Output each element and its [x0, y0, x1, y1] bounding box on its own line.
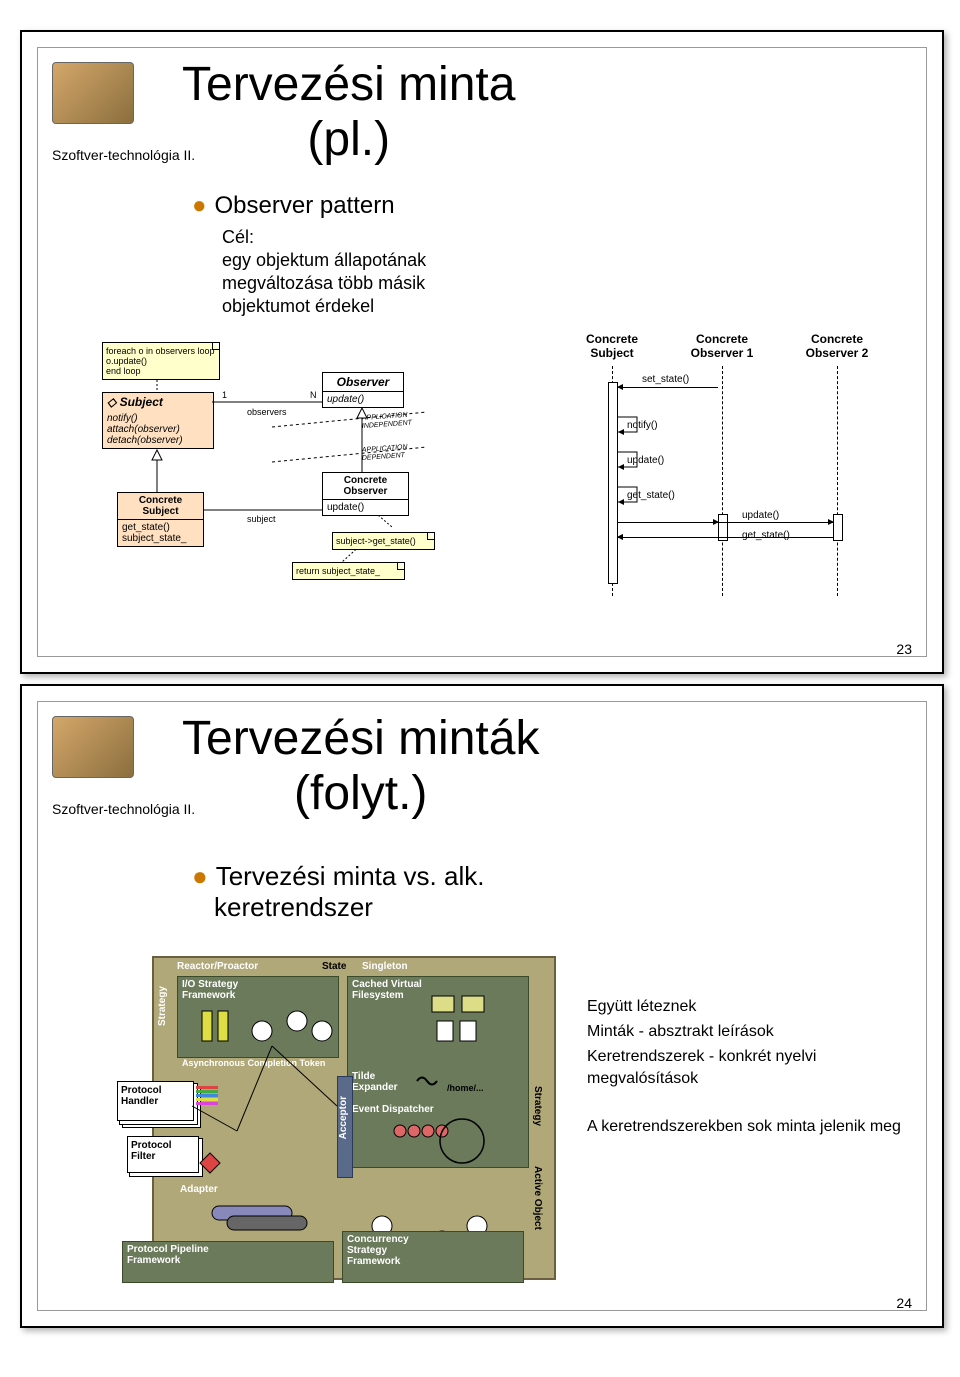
lbl-conc: Concurrency Strategy Framework — [347, 1234, 409, 1267]
lbl-getstate1: get_state() — [627, 490, 675, 501]
lbl-update1: update() — [627, 455, 664, 466]
seq-arrows — [22, 32, 942, 672]
side-2: Minták - absztrakt leírások — [587, 1021, 774, 1043]
lbl-notify: notify() — [627, 420, 658, 431]
slide-2: Szoftver-technológia II. Tervezési mintá… — [20, 684, 944, 1328]
slide-1: Szoftver-technológia II. Tervezési minta… — [20, 30, 944, 674]
msg-getstate3 — [618, 537, 833, 538]
side-4: A keretrendszerekben sok minta jelenik m… — [587, 1116, 907, 1138]
lbl-getstate2: get_state() — [742, 530, 790, 541]
msg-update3 — [618, 522, 833, 523]
side-3: Keretrendszerek - konkrét nyelvi megvaló… — [587, 1046, 907, 1091]
lbl-pipeline: Protocol Pipeline Framework — [127, 1244, 209, 1266]
side-1: Együtt léteznek — [587, 996, 696, 1018]
lbl-streams: Streams — [127, 1284, 166, 1295]
page-number: 23 — [896, 641, 912, 657]
lbl-update2: update() — [742, 510, 779, 521]
fw-icons — [22, 686, 942, 1326]
lbl-service: Service Configurator — [347, 1284, 446, 1295]
page-number-2: 24 — [896, 1295, 912, 1311]
